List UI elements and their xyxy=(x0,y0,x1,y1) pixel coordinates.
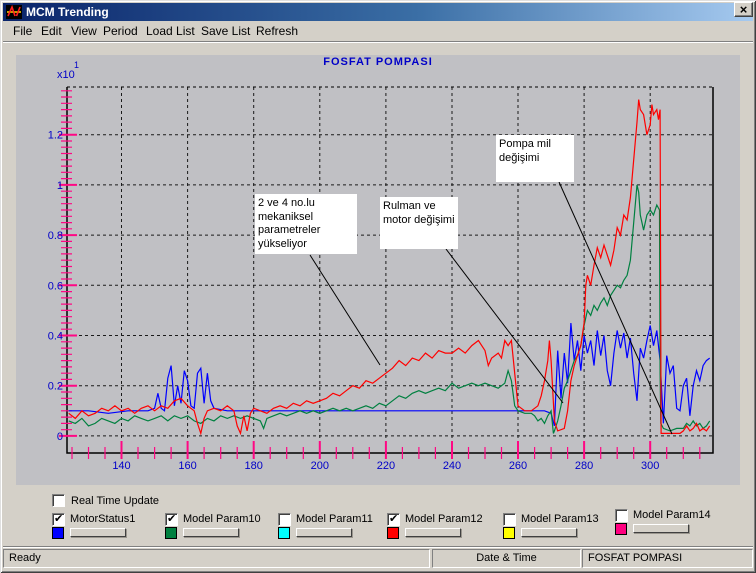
window-title: MCM Trending xyxy=(26,3,109,21)
param-checkbox-model-param14[interactable] xyxy=(615,509,628,522)
y-axis-tick-label: 0 xyxy=(57,431,63,443)
param-label-model-param12: Model Param12 xyxy=(405,513,483,525)
real-time-update-checkbox[interactable] xyxy=(52,494,65,507)
param-group-motorstatus1: ✔ MotorStatus1 xyxy=(52,513,168,539)
param-checkbox-model-param10[interactable]: ✔ xyxy=(165,513,178,526)
status-bar-divider xyxy=(3,546,753,548)
param-checkbox-model-param11[interactable] xyxy=(278,513,291,526)
param-group-model-param10: ✔ Model Param10 xyxy=(165,513,281,539)
x-axis-tick-label: 260 xyxy=(509,460,527,472)
y-axis-tick-label: 0.2 xyxy=(48,381,63,393)
title-bar[interactable]: MCM Trending xyxy=(3,3,753,21)
param-group-model-param14: Model Param14 xyxy=(615,509,731,535)
close-button[interactable]: × xyxy=(734,2,753,17)
y-axis-multiplier: x10 xyxy=(57,69,75,81)
param-label-model-param10: Model Param10 xyxy=(183,513,261,525)
param-checkbox-model-param12[interactable]: ✔ xyxy=(387,513,400,526)
status-tag-name: FOSFAT POMPASI xyxy=(582,549,753,568)
param-checkbox-motorstatus1[interactable]: ✔ xyxy=(52,513,65,526)
annotation-leader-line xyxy=(559,182,672,434)
param-label-model-param11: Model Param11 xyxy=(296,513,373,525)
param-color-bar-model-param12[interactable] xyxy=(405,528,461,537)
x-axis-tick-label: 280 xyxy=(575,460,593,472)
param-color-bar-model-param10[interactable] xyxy=(183,528,239,537)
grid-lines xyxy=(67,87,713,453)
param-color-swatch-model-param14 xyxy=(615,523,627,535)
param-group-model-param11: Model Param11 xyxy=(278,513,394,539)
chart-panel: 140 160 180 200 220 240 260 280 300 0 0.2 0.4 0.6 0.8… xyxy=(16,55,740,485)
menu-item-period[interactable]: Period xyxy=(101,23,140,39)
status-date-time: Date & Time xyxy=(432,549,581,568)
x-axis-tick-label: 160 xyxy=(178,460,196,472)
app-logo-icon xyxy=(6,5,22,19)
menu-item-file[interactable]: File xyxy=(11,23,34,39)
annotation-leader-line xyxy=(446,249,563,403)
real-time-update-label: Real Time Update xyxy=(71,495,159,507)
annotation-leader-line xyxy=(310,255,380,365)
x-axis-tick-label: 180 xyxy=(245,460,263,472)
y-axis-tick-label: 1.2 xyxy=(48,130,63,142)
menu-item-load-list[interactable]: Load List xyxy=(144,23,197,39)
param-group-model-param12: ✔ Model Param12 xyxy=(387,513,503,539)
x-axis-tick-label: 220 xyxy=(377,460,395,472)
real-time-update-control: Real Time Update xyxy=(52,494,159,507)
x-axis-tick-label: 240 xyxy=(443,460,461,472)
annotation-box-3: Pompa mil değişimi xyxy=(496,135,574,182)
status-bar: Ready Date & Time FOSFAT POMPASI xyxy=(3,549,753,570)
param-color-swatch-motorstatus1 xyxy=(52,527,64,539)
param-color-bar-model-param14[interactable] xyxy=(633,524,689,533)
menu-item-save-list[interactable]: Save List xyxy=(199,23,252,39)
param-label-model-param14: Model Param14 xyxy=(633,509,711,521)
series-line-model-param12 xyxy=(69,100,710,434)
param-color-bar-model-param13[interactable] xyxy=(521,528,577,537)
param-color-bar-model-param11[interactable] xyxy=(296,528,352,537)
chart-title: FOSFAT POMPASI xyxy=(16,56,740,68)
param-label-model-param13: Model Param13 xyxy=(521,513,599,525)
x-axis-tick-label: 300 xyxy=(641,460,659,472)
param-color-swatch-model-param11 xyxy=(278,527,290,539)
app-window: MCM Trending × File Edit ViewPeriodLoad Li… xyxy=(0,0,756,573)
menu-bar: File Edit ViewPeriodLoad ListSave ListRefr… xyxy=(3,21,753,42)
series-line-motorstatus1 xyxy=(69,323,710,426)
param-color-swatch-model-param10 xyxy=(165,527,177,539)
y-axis-tick-label: 0.6 xyxy=(48,280,63,292)
menu-item-edit[interactable]: Edit xyxy=(39,23,64,39)
param-checkbox-model-param13[interactable] xyxy=(503,513,516,526)
menu-item-view[interactable]: View xyxy=(69,23,99,39)
menu-item-refresh[interactable]: Refresh xyxy=(254,23,300,39)
y-axis-tick-label: 0.8 xyxy=(48,230,63,242)
annotation-box-1: 2 ve 4 no.lu mekaniksel parametreler yük… xyxy=(255,194,357,254)
param-group-model-param13: Model Param13 xyxy=(503,513,619,539)
y-axis-multiplier-exponent: 1 xyxy=(74,60,79,70)
param-color-swatch-model-param13 xyxy=(503,527,515,539)
trend-chart[interactable]: 140 160 180 200 220 240 260 280 300 0 0.2 0.4 0.6 0.8… xyxy=(16,55,740,485)
param-color-bar-motorstatus1[interactable] xyxy=(70,528,126,537)
plot-border xyxy=(67,87,713,453)
y-axis-tick-label: 1 xyxy=(57,180,63,192)
y-axis-tick-label: 0.4 xyxy=(48,331,63,343)
annotation-box-2: Rulman ve motor değişimi xyxy=(380,197,458,249)
x-axis-tick-label: 200 xyxy=(311,460,329,472)
x-axis-tick-label: 140 xyxy=(112,460,130,472)
param-color-swatch-model-param12 xyxy=(387,527,399,539)
param-label-motorstatus1: MotorStatus1 xyxy=(70,513,135,525)
status-ready: Ready xyxy=(3,549,430,568)
